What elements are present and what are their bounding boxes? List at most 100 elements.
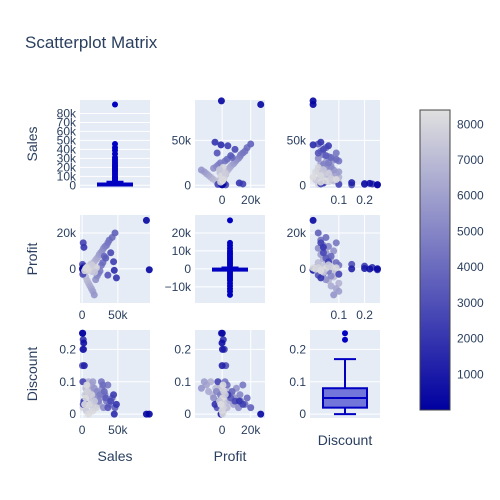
scatter-point	[81, 400, 89, 408]
y-tick-label: 0	[69, 262, 76, 276]
x-tick-label: 0.2	[356, 193, 373, 207]
scatter-point	[217, 141, 225, 149]
scatter-point	[317, 138, 325, 146]
scatter-point	[235, 397, 243, 405]
scatter-point	[200, 378, 208, 386]
scatter-point	[218, 345, 226, 353]
scatter-point	[211, 138, 219, 146]
y-tick-label: 0.2	[289, 342, 306, 356]
x-tick-label: 0	[219, 193, 226, 207]
scatter-point	[216, 166, 224, 174]
scatter-point	[82, 394, 90, 402]
scatter-point	[325, 169, 333, 177]
scatter-point	[88, 391, 96, 399]
scatter-point	[91, 397, 99, 405]
colorbar-tick-label: 3000	[457, 296, 484, 310]
scatter-point	[107, 397, 115, 405]
scatter-point	[142, 216, 150, 224]
scatter-point	[217, 400, 225, 408]
scatter-point	[373, 181, 381, 189]
y-tick-label: 10k	[172, 244, 192, 258]
scatter-point	[221, 391, 229, 399]
scatter-point	[100, 387, 108, 395]
scatter-point	[80, 339, 88, 347]
panel-discount-vs-profit: 0 0.1 0.2 0 20k	[174, 329, 265, 437]
scatter-point	[330, 247, 338, 255]
scatter-point	[325, 261, 333, 269]
y-tick-label: 0.1	[174, 375, 191, 389]
scatter-point	[335, 270, 343, 278]
colorbar-tick-label: 4000	[457, 260, 484, 274]
y-tick-label: −10k	[165, 280, 192, 294]
row-axis-title: Discount	[24, 347, 40, 402]
x-tick-label: 0	[219, 423, 226, 437]
scatter-point	[257, 410, 265, 418]
scatter-point	[247, 140, 255, 148]
scatter-point	[314, 259, 322, 267]
y-tick-label: 50k	[57, 133, 77, 147]
scatter-point	[218, 329, 226, 337]
scatter-point	[330, 291, 338, 299]
panel-profit-vs-profit: −10k 0 10k 20k	[165, 215, 265, 303]
scatter-point	[322, 233, 330, 241]
y-tick-label: 10k	[57, 169, 77, 183]
scatter-point	[197, 166, 205, 174]
scatter-point	[91, 268, 99, 276]
scatter-point	[83, 264, 91, 272]
scatter-point	[309, 97, 317, 105]
x-tick-label: 0.1	[330, 308, 347, 322]
scatter-point	[90, 291, 98, 299]
scatter-point	[217, 97, 225, 105]
x-tick-label: 20k	[241, 423, 261, 437]
scatter-point	[110, 391, 118, 399]
scatter-point	[314, 154, 322, 162]
colorbar-tick-label: 6000	[457, 189, 484, 203]
y-tick-label: 20k	[57, 226, 77, 240]
panel-discount-vs-sales: 0 0.1 0.2 0 50k	[59, 329, 153, 437]
scatter-point	[373, 265, 381, 273]
scatter-point	[325, 159, 333, 167]
y-tick-label: 70k	[57, 115, 77, 129]
y-tick-label: 0	[299, 407, 306, 421]
scatter-point	[335, 287, 343, 295]
scatter-point	[332, 149, 340, 157]
colorbar-tick-label: 2000	[457, 332, 484, 346]
y-tick-label: 0	[184, 178, 191, 192]
scatter-point	[235, 179, 243, 187]
scatter-point	[89, 378, 97, 386]
scatter-point	[219, 381, 227, 389]
scatter-point	[92, 404, 100, 412]
colorbar-tick-label: 5000	[457, 224, 484, 238]
scatter-point	[110, 410, 118, 418]
scatter-point	[322, 152, 330, 160]
panel-background	[195, 330, 265, 418]
scatter-point	[325, 142, 333, 150]
scatter-point	[104, 404, 112, 412]
column-axis-title: Sales	[97, 448, 132, 464]
chart-title: Scatterplot Matrix	[25, 33, 158, 52]
x-tick-label: 0.2	[356, 308, 373, 322]
y-tick-label: 0.2	[59, 342, 76, 356]
x-tick-label: 0	[79, 423, 86, 437]
scatter-point	[319, 249, 327, 257]
scatter-point	[80, 243, 88, 251]
scatter-point	[104, 271, 112, 279]
scatter-point	[319, 145, 327, 153]
scatter-point	[332, 175, 340, 183]
scatter-point	[257, 100, 265, 108]
x-tick-label: 0	[79, 308, 86, 322]
scatter-point	[309, 216, 317, 224]
scatter-point	[102, 254, 110, 262]
scatter-point	[361, 180, 369, 188]
scatter-point	[361, 265, 369, 273]
colorbar-tick-label: 8000	[457, 117, 484, 131]
scatter-point	[327, 175, 335, 183]
panel-sales-vs-profit: 0 50k 0 20k	[172, 97, 265, 207]
column-axis-title: Profit	[214, 448, 247, 464]
scatter-point	[366, 265, 374, 273]
scatter-point	[332, 239, 340, 247]
box-outlier	[227, 239, 233, 246]
